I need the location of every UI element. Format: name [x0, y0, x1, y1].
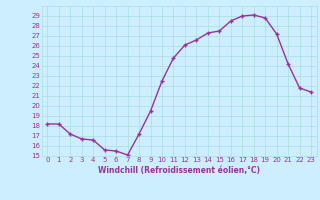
X-axis label: Windchill (Refroidissement éolien,°C): Windchill (Refroidissement éolien,°C) [98, 166, 260, 175]
